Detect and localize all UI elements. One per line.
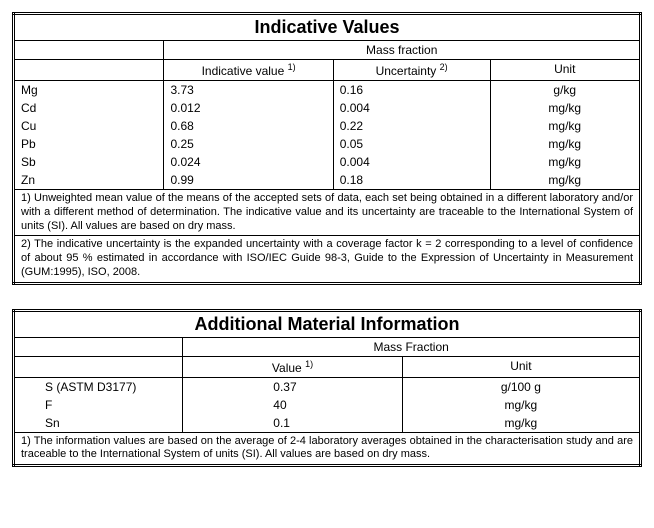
cell-unit: mg/kg [402, 414, 640, 433]
table-row: F40mg/kg [14, 396, 641, 414]
cell-value: 0.012 [164, 99, 333, 117]
table-row: Sn0.1mg/kg [14, 414, 641, 433]
cell-value: 0.024 [164, 153, 333, 171]
cell-unit: g/100 g [402, 377, 640, 396]
cell-unit: mg/kg [490, 171, 641, 190]
table1-col-indicative: Indicative value 1) [164, 60, 333, 81]
cell-value: 0.37 [183, 377, 402, 396]
table2-note-1: 1) The information values are based on t… [14, 432, 641, 466]
table1-note-2: 2) The indicative uncertainty is the exp… [14, 236, 641, 283]
cell-value: 0.68 [164, 117, 333, 135]
cell-unit: mg/kg [490, 135, 641, 153]
table1-title: Indicative Values [14, 14, 641, 41]
table1-col-unit: Unit [490, 60, 641, 81]
table-row: Cu0.680.22mg/kg [14, 117, 641, 135]
table2-col-unit: Unit [402, 356, 640, 377]
table1-blank-header [14, 41, 164, 60]
cell-value: 40 [183, 396, 402, 414]
cell-unit: mg/kg [402, 396, 640, 414]
cell-unit: mg/kg [490, 117, 641, 135]
cell-value: 3.73 [164, 81, 333, 100]
indicative-values-table: Indicative Values Mass fraction Indicati… [12, 12, 642, 285]
cell-element: F [14, 396, 183, 414]
cell-element: Mg [14, 81, 164, 100]
cell-value: 0.99 [164, 171, 333, 190]
table1-note-1: 1) Unweighted mean value of the means of… [14, 190, 641, 236]
table-row: Cd0.0120.004mg/kg [14, 99, 641, 117]
col-indicative-label: Indicative value [202, 64, 285, 78]
cell-element: Sn [14, 414, 183, 433]
col-uncertainty-label: Uncertainty [376, 64, 437, 78]
cell-element: Cd [14, 99, 164, 117]
cell-uncertainty: 0.22 [333, 117, 490, 135]
col-indicative-sup: 1) [288, 62, 296, 72]
cell-element: Zn [14, 171, 164, 190]
cell-value: 0.25 [164, 135, 333, 153]
table1-blank-header-2 [14, 60, 164, 81]
additional-material-table: Additional Material Information Mass Fra… [12, 309, 642, 468]
cell-uncertainty: 0.18 [333, 171, 490, 190]
table2-span-header: Mass Fraction [183, 337, 641, 356]
table-row: Zn0.990.18mg/kg [14, 171, 641, 190]
table2-col-value: Value 1) [183, 356, 402, 377]
table2-title: Additional Material Information [14, 310, 641, 337]
col-value-label: Value [272, 361, 302, 375]
col-value-sup: 1) [305, 359, 313, 369]
table-row: S (ASTM D3177)0.37g/100 g [14, 377, 641, 396]
cell-uncertainty: 0.16 [333, 81, 490, 100]
table1-col-uncertainty: Uncertainty 2) [333, 60, 490, 81]
table2-blank-header-2 [14, 356, 183, 377]
table-row: Sb0.0240.004mg/kg [14, 153, 641, 171]
table-row: Pb0.250.05mg/kg [14, 135, 641, 153]
cell-element: Sb [14, 153, 164, 171]
table2-blank-header [14, 337, 183, 356]
cell-element: Cu [14, 117, 164, 135]
cell-element: S (ASTM D3177) [14, 377, 183, 396]
cell-unit: mg/kg [490, 153, 641, 171]
cell-value: 0.1 [183, 414, 402, 433]
cell-uncertainty: 0.05 [333, 135, 490, 153]
table1-span-header: Mass fraction [164, 41, 641, 60]
cell-uncertainty: 0.004 [333, 99, 490, 117]
table-row: Mg3.730.16g/kg [14, 81, 641, 100]
col-uncertainty-sup: 2) [440, 62, 448, 72]
cell-unit: g/kg [490, 81, 641, 100]
cell-unit: mg/kg [490, 99, 641, 117]
cell-uncertainty: 0.004 [333, 153, 490, 171]
cell-element: Pb [14, 135, 164, 153]
